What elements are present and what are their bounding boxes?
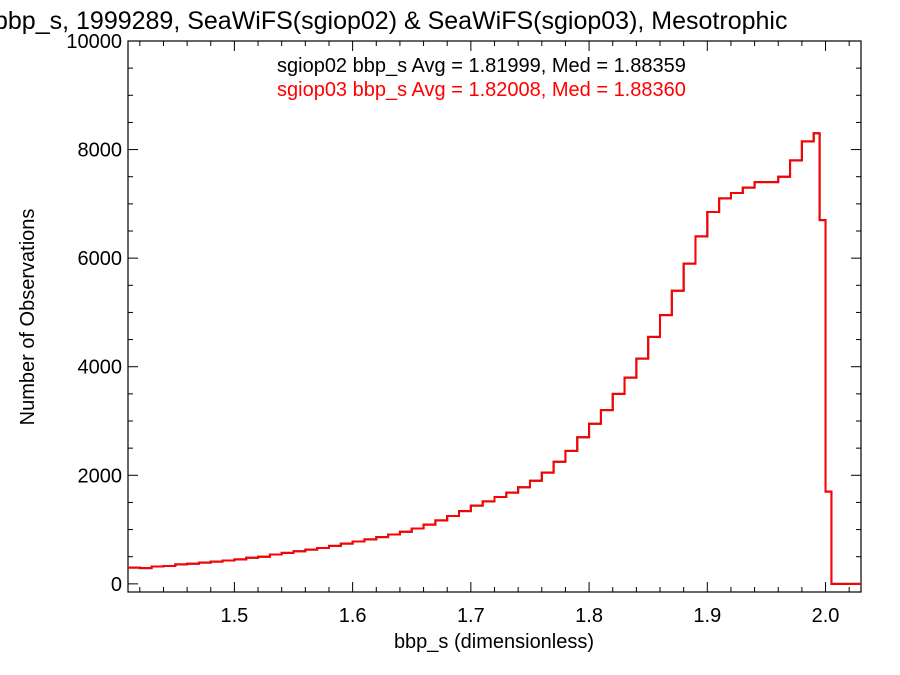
plot-frame xyxy=(127,40,862,593)
y-tick-label: 8000 xyxy=(78,140,123,162)
x-tick-label: 1.5 xyxy=(220,605,248,627)
series-line-sgiop02 xyxy=(128,132,861,585)
series-line-sgiop03 xyxy=(128,132,861,585)
plot-area: 1.5 1.6 1.7 1.8 1.9 2.0 0 2000 4000 6000 8000 10000… xyxy=(66,31,862,627)
x-tick-label: 2.0 xyxy=(812,605,840,627)
y-tick-label: 0 xyxy=(111,574,122,596)
x-tick-label: 1.6 xyxy=(339,605,367,627)
y-axis-label: Number of Observations xyxy=(17,209,39,426)
y-tick-label: 2000 xyxy=(78,465,123,487)
y-tick-label: 4000 xyxy=(78,357,123,379)
annotation-2: sgiop03 bbp_s Avg = 1.82008, Med = 1.883… xyxy=(277,79,686,101)
x-tick-label: 1.8 xyxy=(575,605,603,627)
y-tick-label: 6000 xyxy=(78,248,123,270)
x-axis-label: bbp_s (dimensionless) xyxy=(394,631,594,653)
annotation-1: sgiop02 bbp_s Avg = 1.81999, Med = 1.883… xyxy=(277,55,686,77)
x-tick-label: 1.9 xyxy=(693,605,721,627)
x-tick-label: 1.7 xyxy=(457,605,485,627)
y-tick-label: 10000 xyxy=(66,31,122,53)
chart-title: bbp_s, 1999289, SeaWiFS(sgiop02) & SeaWi… xyxy=(0,7,787,35)
